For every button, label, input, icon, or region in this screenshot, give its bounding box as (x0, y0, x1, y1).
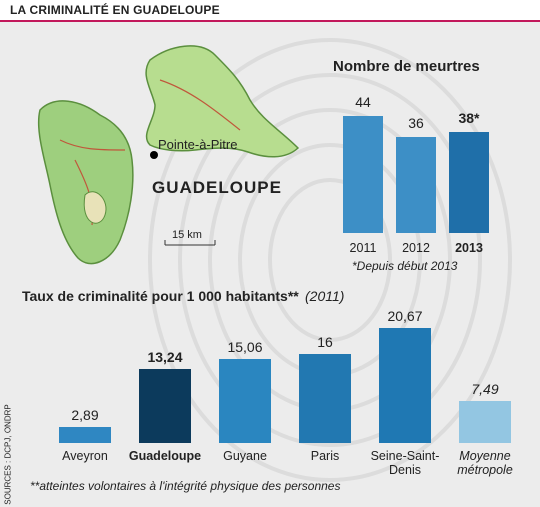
chart-title: Taux de criminalité pour 1 000 habitants… (22, 288, 299, 304)
chart-note: *Depuis début 2013 (352, 259, 458, 273)
category-label: Seine-Saint-Denis (370, 449, 440, 477)
page-title: LA CRIMINALITÉ EN GUADELOUPE (10, 3, 220, 17)
value-label: 38* (458, 109, 480, 126)
category-label: Moyenne métropole (457, 449, 513, 477)
value-label: 7,49 (471, 381, 499, 398)
category-label: 2013 (455, 241, 483, 255)
category-label: Paris (310, 449, 340, 463)
header: LA CRIMINALITÉ EN GUADELOUPE (0, 0, 540, 22)
chart-title: Nombre de meurtres (333, 58, 480, 75)
bar (139, 369, 191, 443)
value-label: 20,67 (387, 308, 423, 325)
bar (299, 354, 351, 443)
bar (59, 426, 111, 443)
bar (219, 359, 271, 443)
value-label: 36 (408, 115, 424, 132)
category-label: Guadeloupe (128, 449, 202, 463)
bar (343, 115, 383, 233)
bar (459, 401, 511, 443)
value-label: 2,89 (71, 406, 99, 423)
category-label: Aveyron (62, 449, 108, 463)
source: SOURCES : DCPJ, ONDRP (3, 404, 13, 505)
city-label: Pointe-à-Pitre (158, 137, 238, 152)
bar (379, 328, 431, 443)
chart-subtitle: (2011) (305, 288, 345, 304)
map-label: GUADELOUPE (152, 178, 282, 197)
bar (449, 131, 489, 233)
chart-note: **atteintes volontaires à l'intégrité ph… (30, 479, 341, 493)
category-label: 2012 (402, 241, 430, 255)
value-label: 15,06 (227, 339, 263, 356)
scale-label: 15 km (172, 229, 202, 241)
map (37, 45, 300, 265)
value-label: 16 (317, 334, 333, 351)
category-label: 2011 (349, 241, 377, 255)
value-label: 44 (355, 93, 371, 110)
category-label: Guyane (223, 449, 267, 463)
value-label: 13,24 (147, 349, 183, 366)
bar (396, 137, 436, 233)
